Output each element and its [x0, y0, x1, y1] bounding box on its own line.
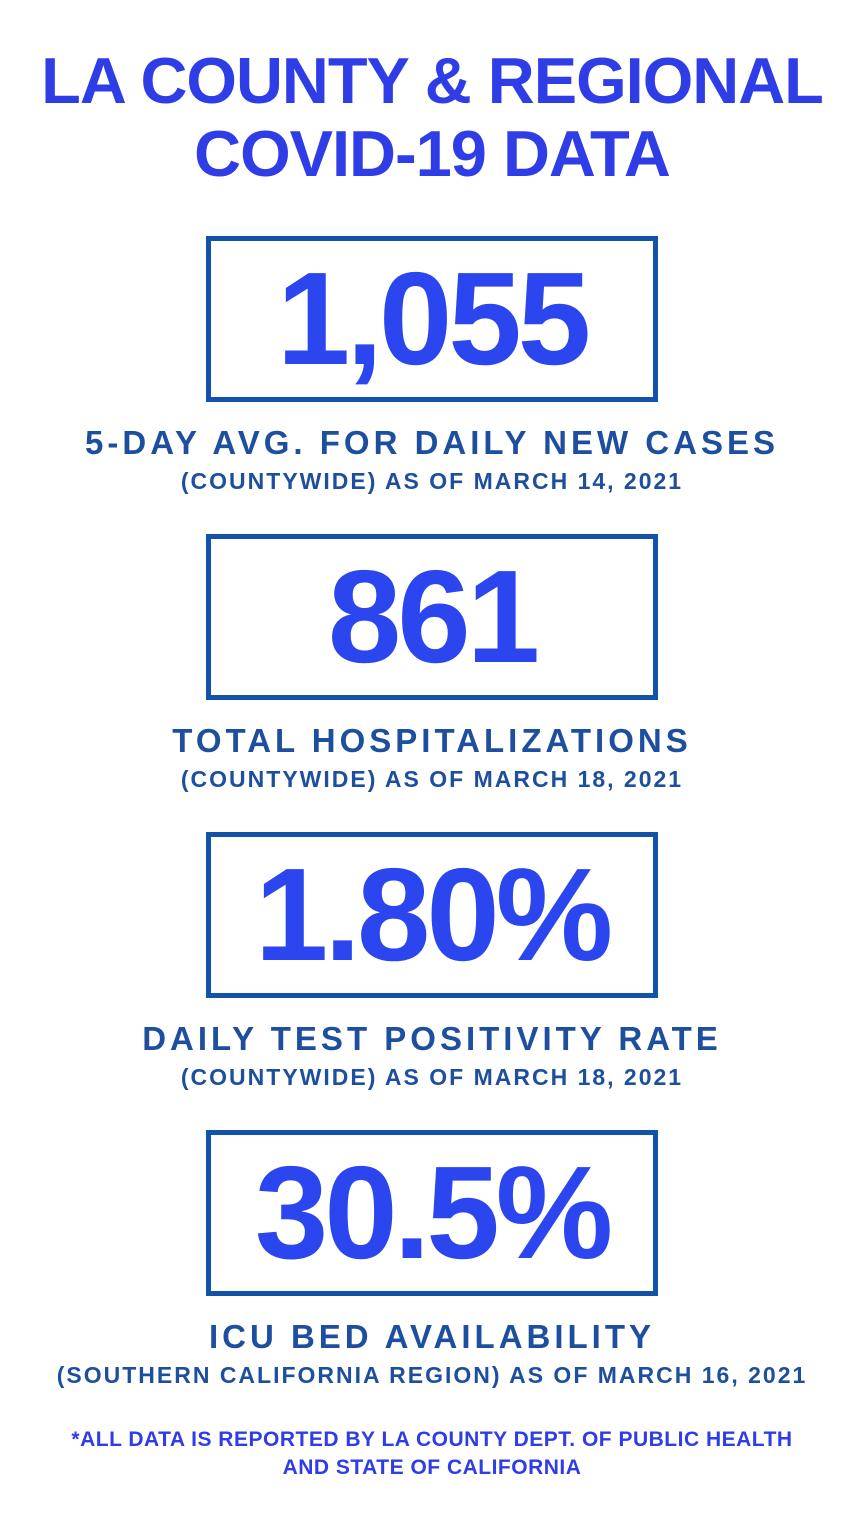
stat-hospitalizations-value: 861: [327, 543, 540, 690]
stat-icu-availability-label: ICU BED AVAILABILITY: [208, 1318, 656, 1355]
page-title-line2: COVID-19 DATA: [194, 117, 671, 190]
stat-icu-availability-sublabel: (SOUTHERN CALIFORNIA REGION) AS OF MARCH…: [56, 1362, 808, 1388]
stat-daily-new-cases-box: 1,055: [206, 236, 658, 402]
stat-hospitalizations-box: 861: [206, 534, 658, 700]
stat-test-positivity-label: DAILY TEST POSITIVITY RATE: [142, 1020, 722, 1057]
stat-test-positivity-box: 1.80%: [206, 832, 658, 998]
stat-icu-availability: 30.5% ICU BED AVAILABILITY (SOUTHERN CAL…: [0, 1130, 864, 1390]
data-source-footnote: *ALL DATA IS REPORTED BY LA COUNTY DEPT.…: [0, 1426, 864, 1482]
stat-hospitalizations-label: TOTAL HOSPITALIZATIONS: [172, 722, 692, 759]
stat-test-positivity-value: 1.80%: [254, 841, 613, 988]
stat-icu-availability-value: 30.5%: [254, 1139, 613, 1286]
data-source-footnote-line2: AND STATE OF CALIFORNIA: [282, 1456, 582, 1479]
stat-test-positivity-sublabel: (COUNTYWIDE) AS OF MARCH 18, 2021: [180, 1064, 684, 1090]
data-source-footnote-line1: *ALL DATA IS REPORTED BY LA COUNTY DEPT.…: [71, 1428, 793, 1451]
page-title: LA COUNTY & REGIONAL COVID-19 DATA: [0, 44, 864, 190]
stat-hospitalizations: 861 TOTAL HOSPITALIZATIONS (COUNTYWIDE) …: [0, 534, 864, 794]
stat-daily-new-cases-value: 1,055: [276, 245, 591, 392]
stat-hospitalizations-sublabel: (COUNTYWIDE) AS OF MARCH 18, 2021: [180, 766, 684, 792]
stat-test-positivity: 1.80% DAILY TEST POSITIVITY RATE (COUNTY…: [0, 832, 864, 1092]
stat-daily-new-cases: 1,055 5-DAY AVG. FOR DAILY NEW CASES (CO…: [0, 236, 864, 496]
stat-daily-new-cases-label: 5-DAY AVG. FOR DAILY NEW CASES: [85, 424, 779, 461]
stat-daily-new-cases-sublabel: (COUNTYWIDE) AS OF MARCH 14, 2021: [180, 468, 684, 494]
stat-icu-availability-box: 30.5%: [206, 1130, 658, 1296]
page-title-line1: LA COUNTY & REGIONAL: [41, 44, 824, 117]
